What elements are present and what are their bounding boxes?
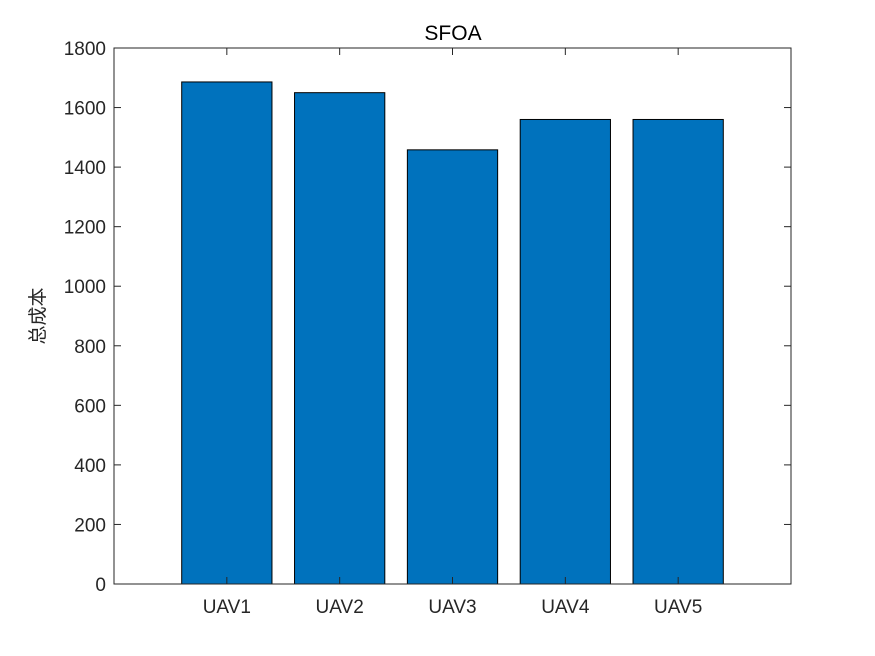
- y-axis-label: 总成本: [27, 287, 49, 344]
- y-tick-label: 0: [95, 575, 106, 596]
- y-tick-label: 1000: [64, 277, 106, 298]
- bar-uav2: [294, 92, 386, 585]
- bar-uav3: [406, 149, 499, 585]
- y-tick-label: 800: [74, 337, 106, 358]
- y-tick-label: 200: [74, 515, 106, 536]
- x-tick-label: UAV2: [316, 597, 364, 618]
- x-tick-label: UAV1: [203, 597, 251, 618]
- x-tick-label: UAV4: [541, 597, 590, 618]
- plot-area: 0 200 400 600 800 1000 1200 1400 1600 1800 UAV1 UAV…: [64, 39, 792, 618]
- x-tick-label: UAV5: [654, 597, 702, 618]
- chart-title: SFOA: [424, 22, 481, 45]
- bar-uav5: [632, 118, 724, 585]
- bar-uav1: [181, 81, 273, 585]
- y-tick-label: 1600: [64, 99, 106, 120]
- y-tick-label: 400: [74, 456, 106, 477]
- bar-uav4: [519, 118, 611, 585]
- y-tick-label: 1800: [64, 39, 106, 60]
- y-tick-label: 600: [74, 396, 106, 417]
- y-tick-label: 1400: [64, 158, 106, 179]
- y-tick-label: 1200: [64, 218, 106, 239]
- x-tick-label: UAV3: [428, 597, 476, 618]
